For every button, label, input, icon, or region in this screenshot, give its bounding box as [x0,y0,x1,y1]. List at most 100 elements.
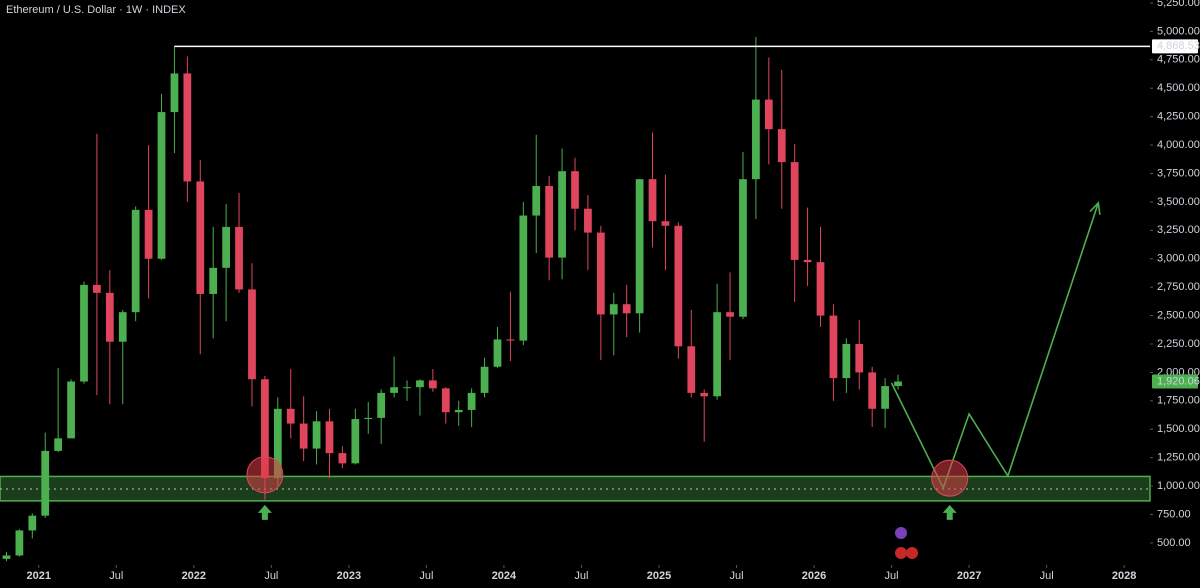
x-tick-label: Jul [264,570,278,582]
candle-body [739,179,747,317]
resistance-label-box [1152,39,1198,54]
candle-body [467,392,476,410]
candle-body [183,73,192,182]
candle-body [416,380,424,388]
chart-title: Ethereum / U.S. Dollar · 1W · INDEX [6,4,186,16]
candle-body [558,171,566,258]
candle-body [131,209,140,313]
candle-body [273,408,282,479]
y-tick-label: 750.00 [1157,508,1191,520]
candle-body [829,315,838,379]
candle-body [454,409,463,413]
candle-body [493,339,502,367]
candle-body [532,185,541,216]
support-zone [0,475,1151,502]
candle-body [700,392,709,397]
candle-body [687,346,696,393]
candle-body [312,421,321,449]
candle-body [674,225,683,347]
candle-body [170,73,179,113]
candle-body [506,339,515,341]
candle-body [661,221,670,226]
y-tick-label: 1,000.00 [1157,480,1200,492]
event-icons [895,527,918,559]
y-tick-label: 3,000.00 [1157,253,1200,265]
last-price-label-box [1152,374,1198,389]
candle-body [441,388,450,413]
candle-body [635,179,644,314]
x-tick-label: Jul [729,570,743,582]
projection-arrowhead [1089,201,1101,215]
candle-body [855,344,864,373]
x-tick-label: 2021 [27,570,51,582]
y-tick-label: 3,500.00 [1157,196,1200,208]
candle-body [403,387,411,389]
candle-body [209,267,218,294]
x-tick-label: 2025 [647,570,671,582]
candle-body [842,344,851,379]
highlight-circle [246,456,284,494]
candle-body [15,530,24,556]
y-tick-label: 500.00 [1157,537,1191,549]
candle-body [764,99,773,130]
candle-body [351,419,360,464]
candle-body [338,453,347,464]
x-tick-label: Jul [419,570,433,582]
x-tick-label: Jul [574,570,588,582]
y-tick-label: 4,750.00 [1157,54,1200,66]
y-tick-label: 4,500.00 [1157,82,1200,94]
candle-body [105,292,114,342]
highlight-circle [931,459,969,497]
candle-body [428,380,437,389]
x-tick-label: 2022 [182,570,206,582]
candle-body [28,515,37,531]
candle-body [67,381,75,439]
candle-body [584,208,592,233]
candle-body [648,179,657,222]
candle-body [713,312,722,397]
x-tick-label: 2027 [957,570,981,582]
candle-body [325,421,334,454]
candle-body [803,259,812,263]
event-icon [895,527,907,539]
candle-body [377,392,386,418]
candle-body [868,372,877,409]
candle-body [596,232,605,315]
candle-body [752,99,760,180]
candle-body [235,226,243,290]
y-tick-label: 4,000.00 [1157,139,1200,151]
candle-body [222,226,230,268]
candle-body [790,162,799,260]
y-tick-label: 1,750.00 [1157,395,1200,407]
y-tick-label: 4,250.00 [1157,111,1200,123]
event-icon [895,547,907,559]
candle-body [248,289,256,380]
candle-body [390,387,398,393]
y-tick-label: 1,250.00 [1157,452,1200,464]
candle-body [894,381,902,387]
candle-body [364,417,373,420]
candle-body [286,408,295,424]
candle-body [571,171,579,209]
candle-body [41,450,50,516]
y-tick-label: 2,500.00 [1157,309,1200,321]
candle-body [622,304,631,314]
y-tick-label: 2,750.00 [1157,281,1200,293]
x-tick-label: Jul [1040,570,1054,582]
y-tick-label: 2,250.00 [1157,338,1200,350]
x-tick-label: 2023 [337,570,361,582]
up-arrow [942,504,957,520]
candle-body [519,215,528,341]
y-tick-label: 1,500.00 [1157,423,1200,435]
x-tick-label: 2026 [802,570,826,582]
x-tick-label: 2024 [492,570,517,582]
candle-body [196,181,205,294]
candle-body [777,129,786,163]
y-tick-label: 5,250.00 [1157,0,1200,9]
resistance-label: 4,868.53 [1157,40,1200,52]
x-tick-label: Jul [885,570,899,582]
candle-body [2,555,11,559]
candle-body [261,379,269,479]
candle-body [118,312,127,342]
up-arrow [257,504,272,520]
